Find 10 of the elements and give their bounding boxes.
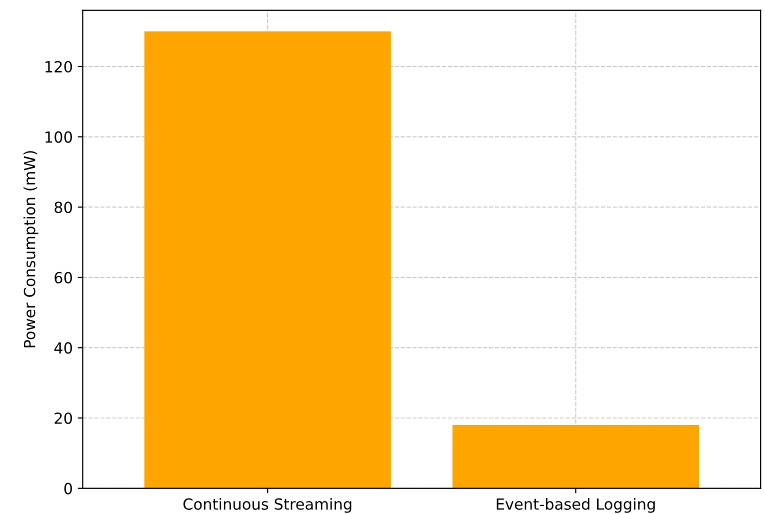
y-tick-label: 40 — [54, 342, 72, 354]
y-tick-label: 60 — [54, 272, 72, 284]
y-tick-label: 100 — [46, 131, 72, 143]
x-tick-label: Event-based Logging — [496, 498, 655, 513]
y-tick-label: 0 — [64, 482, 72, 494]
y-tick-label: 120 — [46, 60, 72, 73]
y-axis-title: Power Consumption (mW) — [24, 151, 38, 348]
y-tick-label: 80 — [54, 202, 72, 214]
y-tick-label: 20 — [54, 412, 72, 424]
x-tick-label: Continuous Streaming — [183, 498, 352, 513]
